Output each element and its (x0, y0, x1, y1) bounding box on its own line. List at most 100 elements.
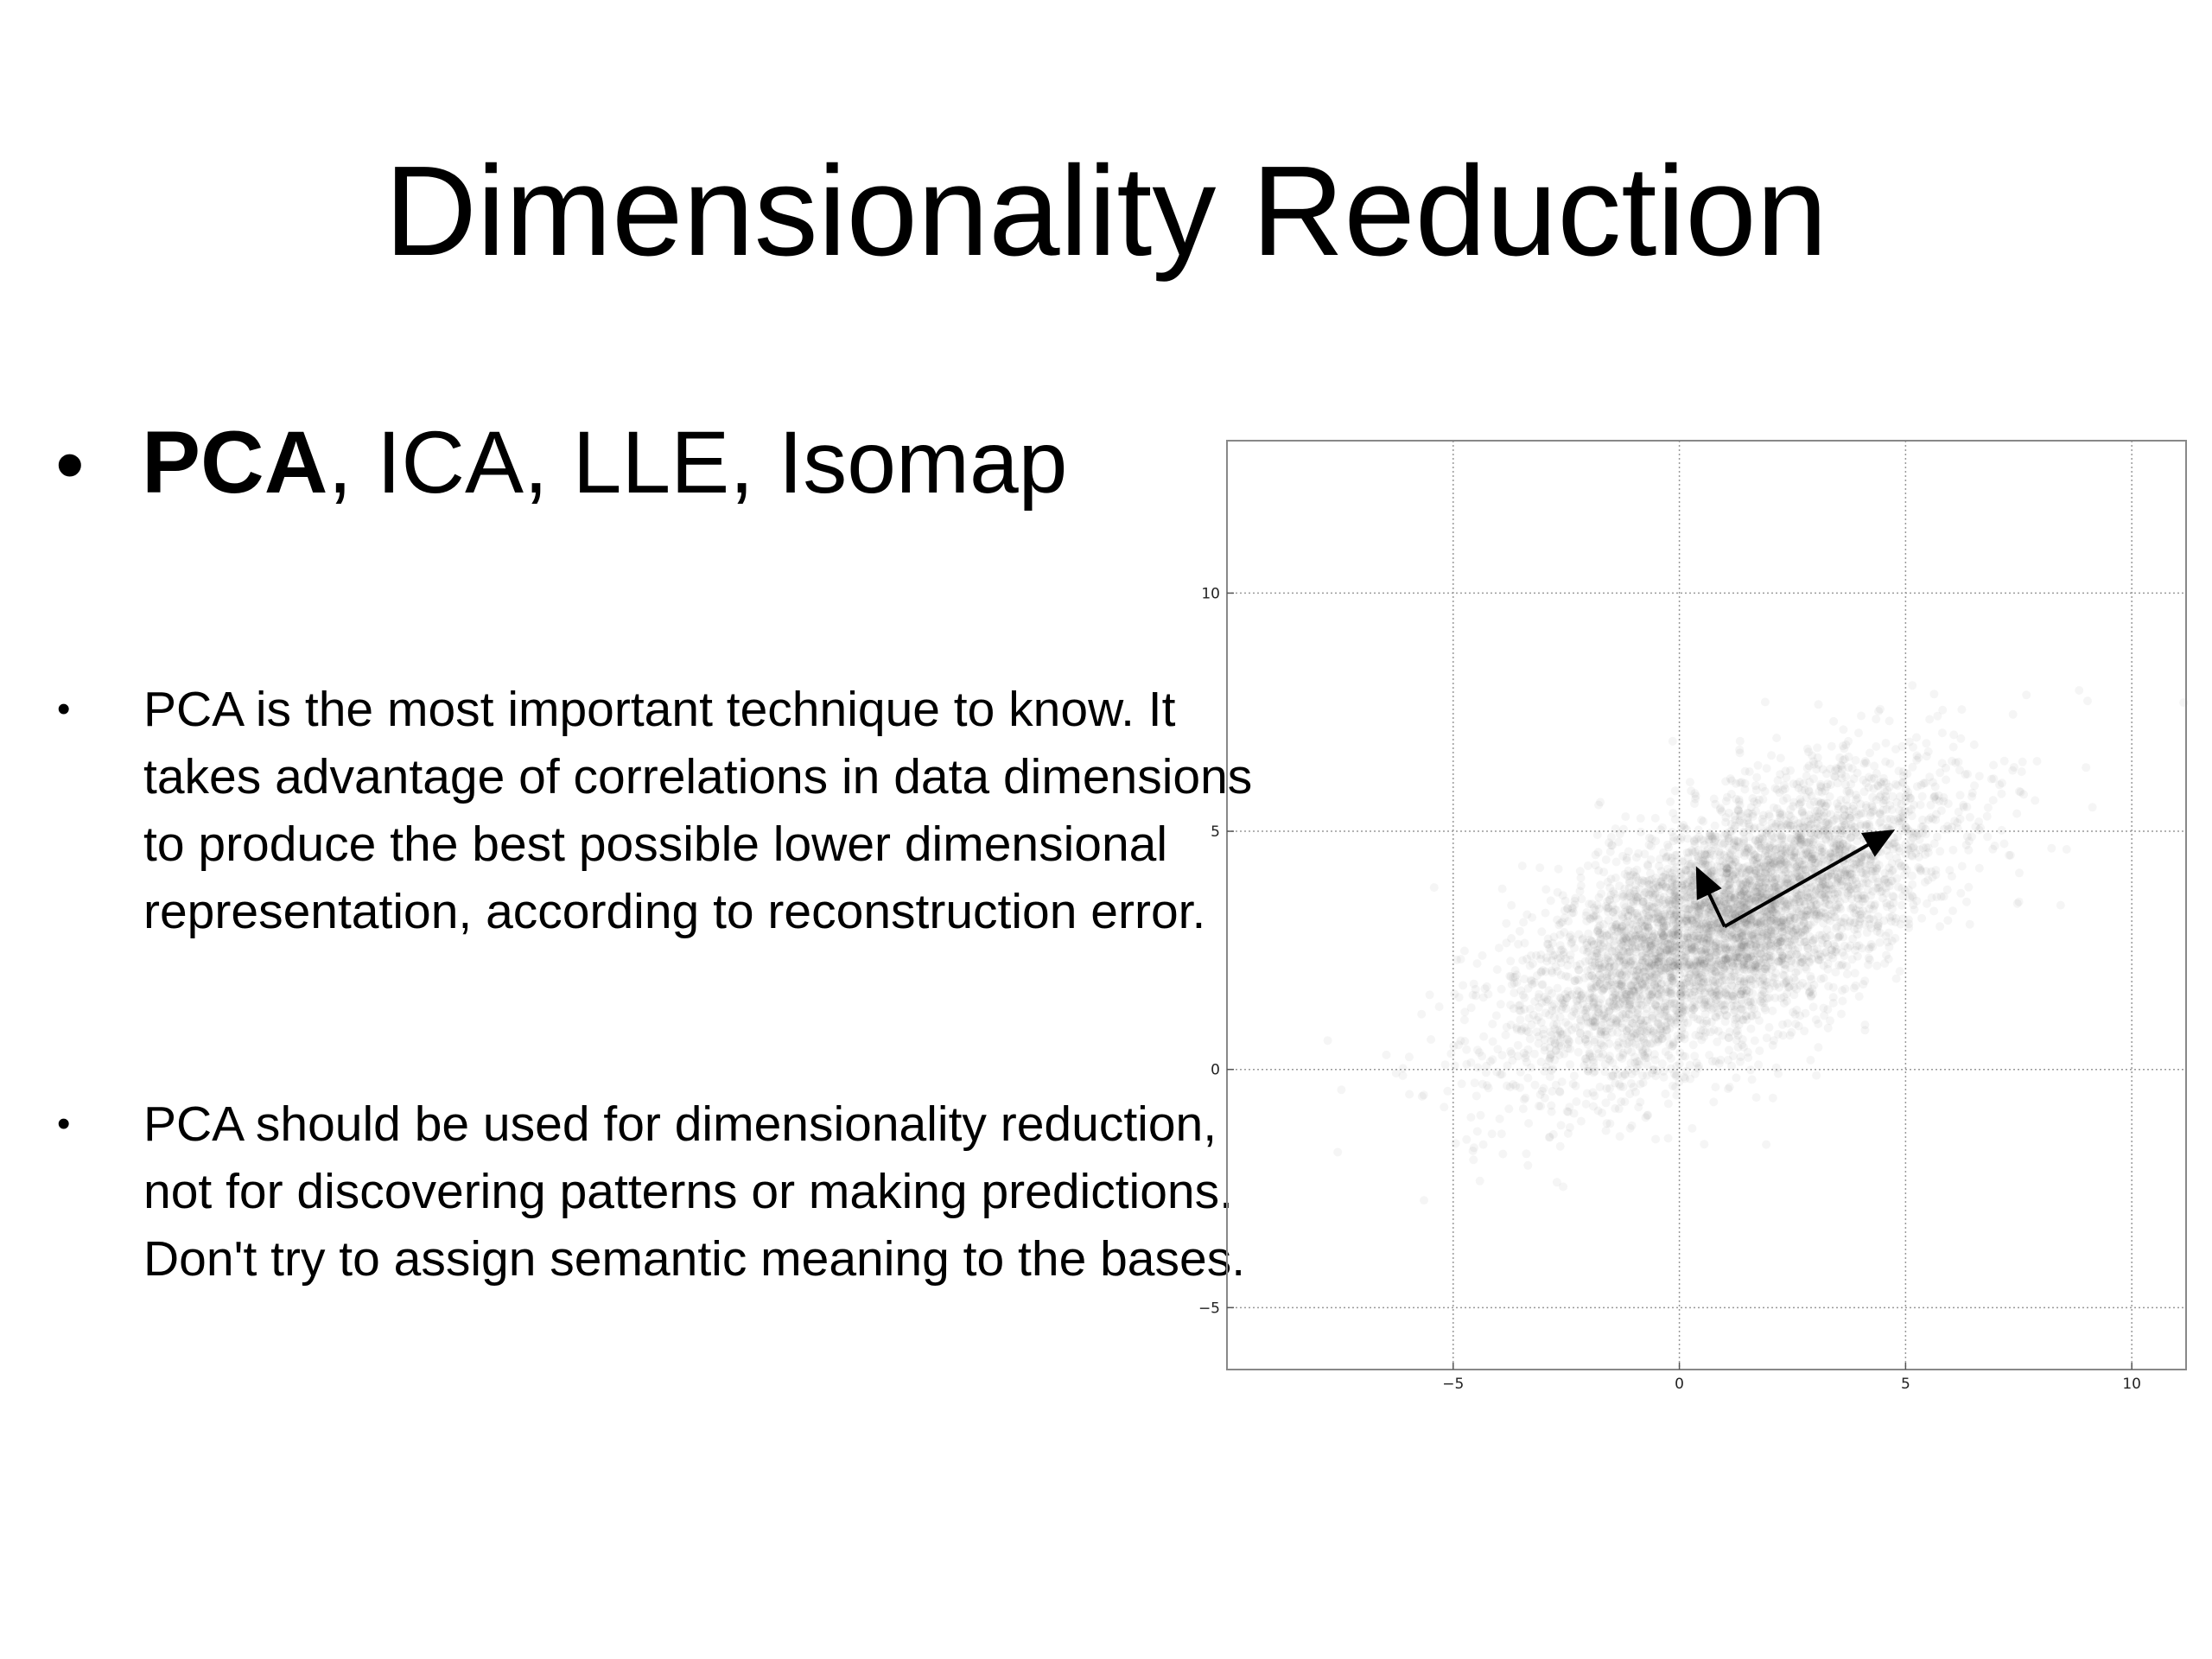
scatter-point (1759, 912, 1769, 922)
scatter-point (1620, 996, 1630, 1006)
scatter-point (1615, 830, 1624, 839)
scatter-point (1736, 932, 1745, 942)
scatter-point (1494, 944, 1503, 953)
scatter-point (1594, 915, 1603, 925)
scatter-point (1640, 921, 1649, 931)
scatter-point (1830, 872, 1840, 881)
scatter-point (1560, 896, 1570, 906)
scatter-point (1540, 1066, 1549, 1076)
scatter-point (1736, 925, 1745, 934)
scatter-point (1638, 1071, 1647, 1080)
scatter-point (1851, 906, 1860, 915)
scatter-point (1721, 912, 1730, 922)
scatter-point (1743, 953, 1752, 963)
scatter-point (1662, 854, 1671, 862)
scatter-point (1534, 1013, 1543, 1022)
scatter-point (1466, 1003, 1476, 1013)
scatter-point (1859, 897, 1867, 906)
scatter-point (1838, 741, 1847, 751)
scatter-point (1724, 1055, 1732, 1065)
scatter-point (1796, 928, 1806, 938)
scatter-point (1636, 1079, 1645, 1089)
scatter-point (1845, 887, 1854, 896)
scatter-point (1473, 1063, 1483, 1072)
scatter-point (1735, 980, 1745, 989)
scatter-point (1656, 950, 1666, 960)
scatter-point (1844, 786, 1853, 796)
scatter-point (1650, 1055, 1660, 1065)
scatter-point (1575, 995, 1585, 1004)
scatter-point (1680, 969, 1689, 978)
scatter-point (1830, 942, 1840, 951)
scatter-point (1734, 933, 1744, 943)
scatter-point (1800, 925, 1809, 934)
scatter-point (1440, 1060, 1450, 1070)
scatter-point (1719, 963, 1729, 973)
scatter-point (1726, 943, 1735, 952)
scatter-point (1943, 916, 1953, 925)
scatter-point (1827, 906, 1837, 915)
scatter-point (2008, 766, 2018, 775)
scatter-point (1847, 832, 1856, 842)
scatter-point (1901, 824, 1910, 834)
scatter-point (1524, 1119, 1534, 1128)
scatter-point (1929, 906, 1939, 916)
scatter-point (1673, 887, 1682, 897)
scatter-point (1796, 837, 1805, 847)
scatter-point (1724, 951, 1733, 961)
scatter-point (1706, 920, 1715, 930)
scatter-point (1866, 900, 1876, 910)
scatter-point (1625, 905, 1634, 914)
scatter-point (1648, 1031, 1657, 1040)
scatter-point (1882, 840, 1891, 849)
scatter-point (1790, 936, 1800, 944)
scatter-point (1739, 835, 1749, 844)
scatter-point (1546, 896, 1555, 906)
scatter-point (1638, 875, 1647, 885)
scatter-point (1783, 842, 1792, 852)
scatter-point (1745, 974, 1755, 983)
scatter-point (1904, 919, 1914, 929)
scatter-point (1661, 1090, 1670, 1098)
scatter-point (1653, 954, 1662, 963)
scatter-point (1583, 1017, 1592, 1027)
scatter-point (1669, 975, 1679, 983)
scatter-point (1767, 751, 1777, 760)
scatter-point (1878, 773, 1888, 783)
scatter-point (1622, 993, 1631, 1002)
scatter-point (1522, 954, 1532, 963)
scatter-point (1843, 888, 1853, 898)
scatter-point (1813, 884, 1822, 893)
scatter-point (1931, 795, 1941, 804)
scatter-point (1826, 764, 1835, 773)
scatter-point (1681, 938, 1690, 947)
scatter-point (1488, 1037, 1497, 1046)
scatter-point (1846, 789, 1855, 798)
scatter-point (1642, 953, 1650, 963)
scatter-point (1751, 963, 1761, 972)
scatter-point (1686, 1074, 1695, 1084)
scatter-point (1732, 924, 1742, 932)
scatter-point (1681, 1052, 1690, 1061)
scatter-point (1804, 747, 1814, 757)
scatter-point (1677, 940, 1687, 950)
scatter-point (1682, 960, 1692, 969)
scatter-point (1766, 944, 1776, 954)
scatter-point (1626, 981, 1636, 990)
scatter-point (1733, 907, 1743, 917)
scatter-point (1742, 986, 1751, 995)
scatter-point (1563, 961, 1573, 970)
scatter-point (1630, 977, 1638, 987)
scatter-point (1609, 925, 1618, 933)
scatter-point (1669, 952, 1677, 962)
scatter-point (1599, 1018, 1608, 1027)
scatter-point (1698, 983, 1707, 993)
scatter-point (1498, 1149, 1508, 1159)
scatter-point (1541, 997, 1551, 1007)
scatter-point (1661, 984, 1670, 994)
scatter-point (1787, 956, 1796, 965)
scatter-point (1701, 929, 1711, 938)
scatter-point (1766, 957, 1776, 967)
scatter-point (1874, 880, 1884, 889)
scatter-point (1813, 743, 1822, 753)
